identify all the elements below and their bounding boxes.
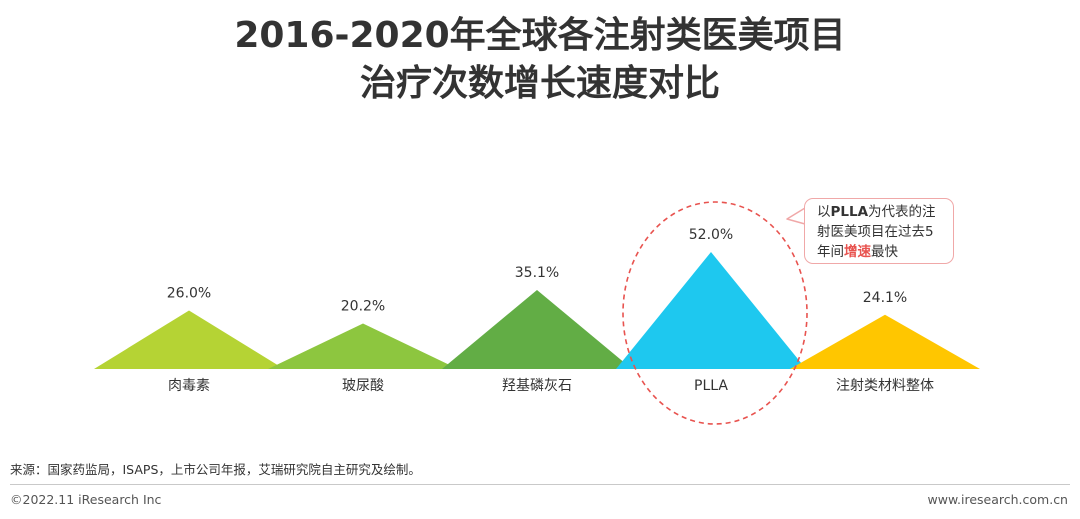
callout-highlight: 增速	[844, 244, 871, 260]
category-label-0: 肉毒素	[168, 378, 210, 394]
peak-2	[442, 290, 632, 369]
callout-text-3: 最快	[871, 244, 898, 260]
website-link[interactable]: www.iresearch.com.cn	[927, 492, 1069, 507]
data-label-4: 24.1%	[863, 290, 907, 306]
data-label-3: 52.0%	[689, 227, 733, 243]
category-label-2: 羟基磷灰石	[502, 377, 572, 394]
callout-emphasis: PLLA	[830, 204, 869, 220]
peak-1	[268, 323, 458, 369]
chart-title-line-1: 2016-2020年全球各注射类医美项目	[234, 15, 846, 56]
data-label-2: 35.1%	[515, 265, 559, 281]
data-label-1: 20.2%	[341, 299, 385, 315]
data-label-0: 26.0%	[167, 286, 211, 302]
peak-4	[790, 314, 980, 369]
category-label-3: PLLA	[694, 378, 728, 394]
chart-area: 26.0% 肉毒素 20.2% 玻尿酸 35.1% 羟基磷灰石 52.0% PLLA 24.1%…	[94, 201, 980, 425]
peak-3	[616, 252, 806, 369]
footer-divider	[10, 484, 1070, 485]
category-label-1: 玻尿酸	[342, 378, 384, 394]
source-note: 来源：国家药监局，ISAPS，上市公司年报，艾瑞研究院自主研究及绘制。	[10, 462, 421, 477]
callout-text-2: 为代表的注射医美项目在过去5年间	[817, 204, 936, 260]
chart-title-line-2: 治疗次数增长速度对比	[359, 63, 720, 104]
peak-0	[94, 310, 284, 369]
callout-text-1: 以	[817, 204, 831, 220]
copyright: ©2022.11 iResearch Inc	[10, 492, 162, 507]
highlight-ellipse	[622, 201, 808, 425]
category-label-4: 注射类材料整体	[836, 378, 934, 394]
callout-box: 以PLLA为代表的注射医美项目在过去5年间增速最快	[804, 198, 954, 264]
callout-pointer	[786, 207, 806, 225]
